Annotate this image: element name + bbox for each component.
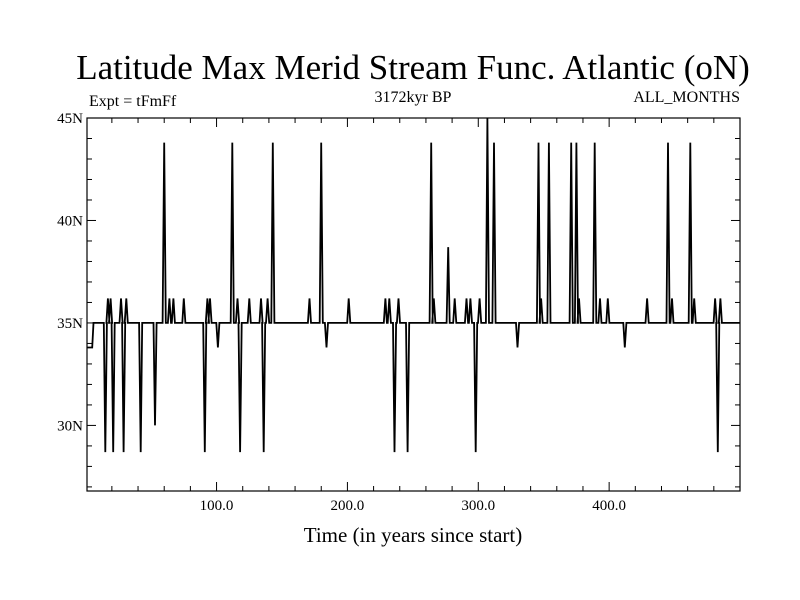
x-tick-label: 200.0 <box>331 498 365 514</box>
plot-area <box>86 117 741 492</box>
y-tick-label: 35N <box>57 316 83 332</box>
x-tick-label: 300.0 <box>461 498 495 514</box>
y-axis: 30N 35N 40N 45N <box>57 111 740 488</box>
x-tick-label: 100.0 <box>200 498 234 514</box>
x-tick-label: 400.0 <box>592 498 626 514</box>
x-axis: 100.0 200.0 300.0 400.0 <box>111 118 715 514</box>
y-tick-label: 40N <box>57 213 83 229</box>
x-axis-label: Time (in years since start) <box>304 523 523 547</box>
chart-title: Latitude Max Merid Stream Func. Atlantic… <box>76 48 750 87</box>
y-tick-label: 45N <box>57 111 83 127</box>
chart-subtitle-left: Expt = tFmFf <box>89 93 177 110</box>
plot-frame <box>86 117 741 492</box>
data-series-line <box>87 117 740 453</box>
chart-subtitle-center: 3172kyr BP <box>375 89 452 106</box>
chart-subtitle-right: ALL_MONTHS <box>633 89 740 106</box>
y-tick-label: 30N <box>57 418 83 434</box>
